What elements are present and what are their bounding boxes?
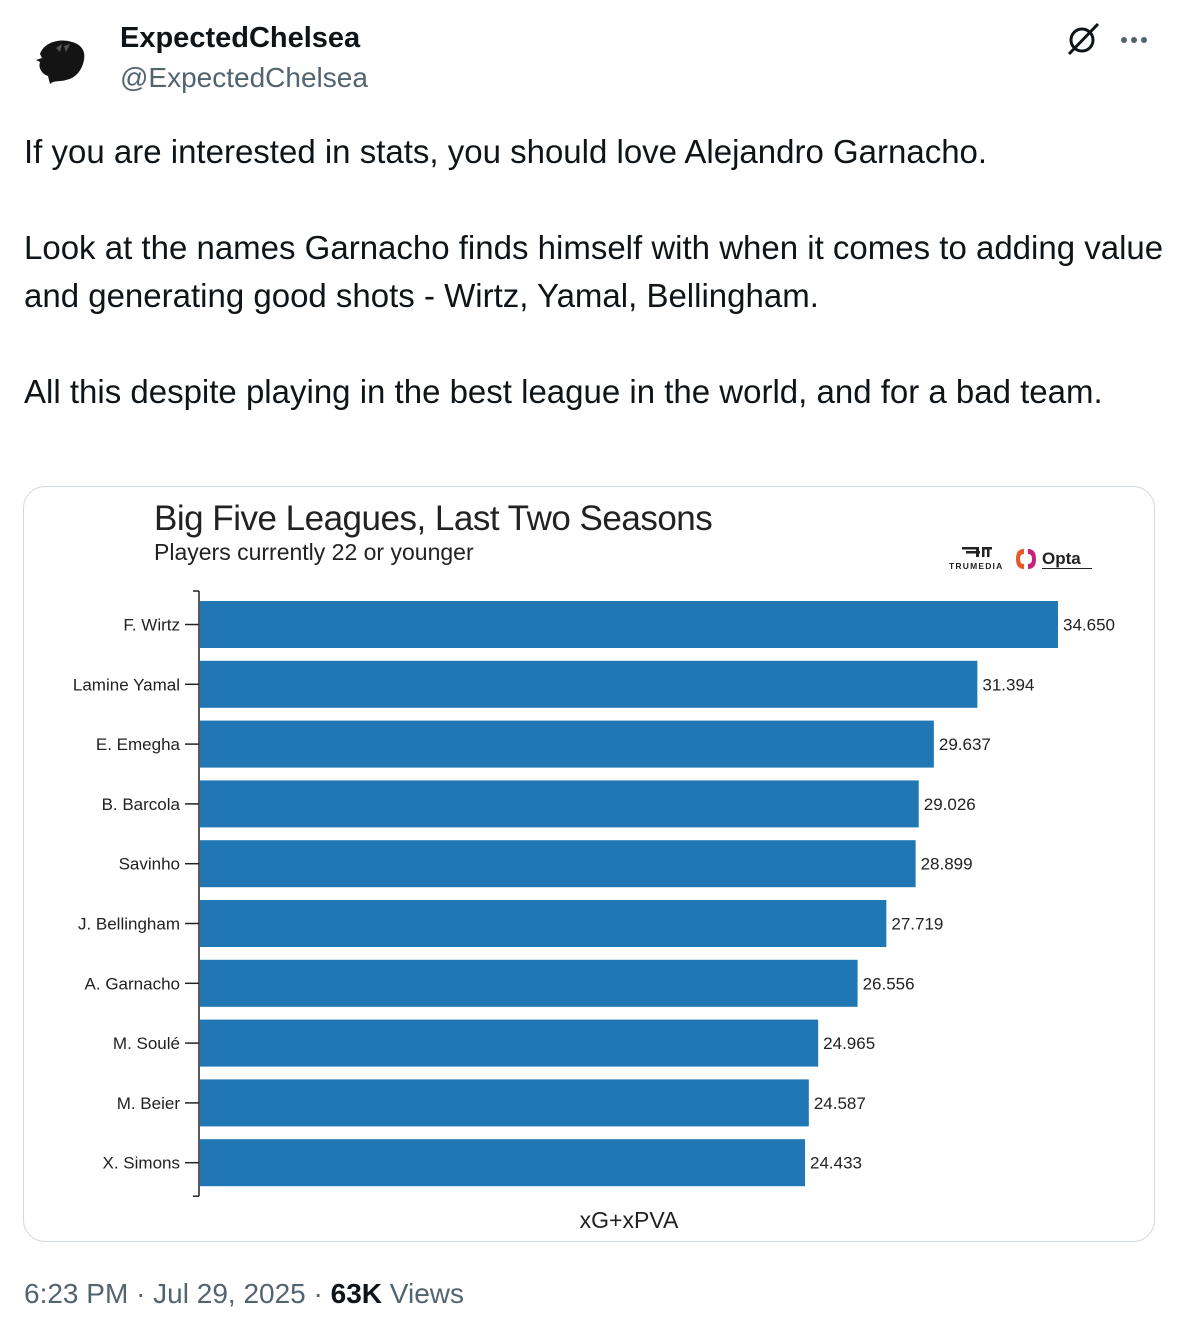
bar-value-label: 26.556 [863, 974, 915, 993]
bar [200, 1019, 819, 1067]
bar-value-label: 28.899 [921, 855, 973, 874]
y-tick-label: X. Simons [103, 1154, 180, 1173]
opta-logo-text: Opta [1042, 549, 1081, 568]
y-tick-label: A. Garnacho [85, 974, 180, 993]
chart-subtitle: Players currently 22 or younger [154, 539, 474, 565]
grok-icon[interactable] [1064, 20, 1102, 58]
bar [200, 1139, 806, 1187]
bar-value-label: 24.433 [810, 1154, 862, 1173]
bar-value-label: 24.965 [823, 1034, 875, 1053]
y-tick-label: M. Soulé [113, 1034, 180, 1053]
lion-head-icon [36, 40, 85, 84]
trumedia-logo: TRUMEDIA [949, 547, 1003, 571]
tweet-date[interactable]: Jul 29, 2025 [153, 1278, 306, 1309]
y-tick-label: Lamine Yamal [73, 675, 180, 694]
bar-value-label: 27.719 [891, 915, 943, 934]
bar [200, 660, 978, 708]
chart-title: Big Five Leagues, Last Two Seasons [154, 499, 713, 538]
y-tick-label: Savinho [119, 855, 180, 874]
bar [200, 840, 916, 888]
tweet-paragraph: All this despite playing in the best lea… [24, 373, 1103, 410]
meta-separator: · [313, 1278, 323, 1309]
bar [200, 900, 887, 947]
views-label: Views [389, 1278, 464, 1309]
bar-value-label: 31.394 [982, 675, 1034, 694]
tweet-time[interactable]: 6:23 PM [24, 1278, 129, 1309]
y-tick-label: J. Bellingham [78, 915, 180, 934]
bar-chart: F. Wirtz 34.650 Lamine Yamal 31.394 E. Emegh… [73, 590, 1115, 1197]
tweet-media-chart[interactable]: Big Five Leagues, Last Two Seasons Playe… [23, 486, 1155, 1242]
meta-separator: · [136, 1278, 146, 1309]
author-display-name[interactable]: ExpectedChelsea [120, 22, 361, 54]
data-provider-logos: TRUMEDIA Opta [949, 547, 1092, 571]
bar [200, 601, 1058, 648]
views-count[interactable]: 63K [330, 1278, 383, 1309]
y-tick-label: M. Beier [117, 1094, 181, 1113]
tweet-meta: 6:23 PM · Jul 29, 2025 · 63K Views [24, 1278, 464, 1310]
tweet-paragraph: If you are interested in stats, you shou… [24, 133, 988, 170]
y-tick-label: B. Barcola [102, 795, 181, 814]
bar-value-label: 29.026 [924, 795, 976, 814]
bar [200, 1079, 809, 1127]
bar-value-label: 29.637 [939, 735, 991, 754]
author-handle[interactable]: @ExpectedChelsea [120, 62, 368, 93]
more-icon[interactable] [1114, 22, 1154, 56]
trumedia-logo-text: TRUMEDIA [949, 561, 1003, 571]
bar [200, 959, 858, 1007]
y-tick-label: F. Wirtz [123, 616, 180, 635]
bar-value-label: 34.650 [1063, 616, 1115, 635]
bar [200, 720, 934, 768]
bar [200, 780, 919, 828]
x-axis-label: xG+xPVA [579, 1207, 679, 1233]
opta-logo: Opta [1016, 549, 1092, 569]
avatar[interactable] [22, 22, 102, 102]
bar-value-label: 24.587 [814, 1094, 866, 1113]
y-tick-label: E. Emegha [96, 735, 181, 754]
tweet-text: If you are interested in stats, you shou… [24, 128, 1164, 416]
tweet-paragraph: Look at the names Garnacho finds himself… [24, 229, 1164, 314]
